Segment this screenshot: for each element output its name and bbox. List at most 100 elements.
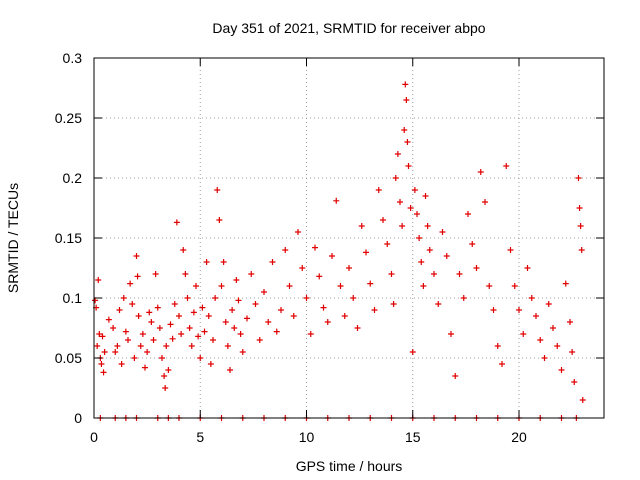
data-point: [278, 307, 284, 313]
data-point: [312, 244, 318, 251]
y-tick-label: 0.05: [55, 350, 82, 366]
data-point: [439, 229, 446, 235]
data-point: [235, 297, 242, 304]
data-point: [193, 283, 199, 289]
data-point: [169, 335, 176, 342]
data-point: [282, 247, 289, 253]
data-point: [152, 271, 159, 277]
data-point: [98, 361, 105, 367]
data-point: [239, 349, 246, 355]
data-point: [167, 321, 174, 328]
data-point: [579, 397, 586, 403]
data-point: [473, 265, 480, 271]
data-point: [190, 309, 197, 316]
data-point: [120, 295, 127, 301]
data-point: [195, 333, 202, 340]
data-point: [256, 337, 263, 343]
data-point: [162, 385, 169, 391]
data-point: [105, 316, 112, 323]
data-point: [135, 313, 142, 319]
data-point: [367, 280, 374, 287]
data-point: [184, 295, 191, 301]
data-point: [414, 211, 420, 217]
data-point: [218, 283, 225, 289]
data-point: [401, 127, 408, 133]
data-point: [550, 325, 556, 331]
data-point: [165, 367, 172, 373]
data-points: [92, 81, 586, 421]
data-point: [569, 349, 576, 355]
x-tick-label: 0: [90, 429, 98, 445]
data-point: [452, 373, 459, 379]
data-point: [404, 139, 411, 145]
data-point: [299, 265, 306, 271]
data-point: [99, 333, 106, 340]
axis-ticks: 0 0.05 0.1 0.15 0.2 0.25 0.3 0 5 10 15 20: [55, 50, 604, 445]
data-point: [567, 319, 573, 325]
data-point: [265, 319, 272, 325]
data-point: [541, 355, 548, 361]
data-point: [407, 205, 414, 211]
x-tick-label: 10: [299, 429, 315, 445]
data-point: [350, 295, 357, 301]
data-point: [144, 349, 151, 355]
data-point: [388, 271, 395, 277]
x-tick-label: 15: [405, 429, 421, 445]
data-point: [578, 247, 585, 253]
data-point: [520, 331, 527, 337]
data-point: [146, 309, 153, 316]
data-point: [422, 193, 429, 199]
data-point: [133, 253, 140, 259]
data-point: [127, 280, 134, 287]
data-point: [96, 331, 103, 337]
y-axis-label: SRMTID / TECUs: [5, 183, 21, 293]
data-point: [134, 273, 141, 280]
data-point: [197, 355, 204, 361]
data-point: [486, 283, 493, 289]
y-tick-label: 0: [74, 410, 82, 426]
data-point: [399, 223, 406, 229]
data-point: [201, 328, 208, 335]
data-point: [212, 295, 219, 301]
data-point: [524, 265, 531, 271]
data-point: [220, 259, 227, 265]
data-point: [216, 217, 223, 223]
data-point: [390, 301, 397, 307]
data-point: [371, 307, 378, 313]
data-point: [150, 337, 157, 343]
data-point: [100, 369, 107, 376]
data-point: [320, 304, 327, 311]
data-point: [224, 343, 231, 349]
data-point: [95, 277, 102, 283]
data-point: [511, 283, 518, 289]
data-point: [188, 343, 195, 349]
data-point: [545, 301, 552, 307]
data-point: [405, 163, 412, 169]
data-point: [137, 343, 144, 349]
data-point: [392, 175, 399, 181]
data-point: [199, 304, 206, 311]
data-point: [499, 361, 505, 367]
y-tick-label: 0.3: [63, 50, 83, 66]
data-point: [110, 325, 117, 331]
data-point: [94, 343, 101, 349]
data-point: [571, 379, 578, 385]
data-point: [537, 337, 544, 343]
data-point: [163, 343, 170, 349]
data-point: [286, 283, 293, 289]
data-point: [411, 187, 418, 193]
data-point: [416, 235, 423, 241]
data-point: [403, 97, 410, 103]
data-point: [409, 349, 416, 355]
data-point: [426, 247, 433, 253]
data-point: [178, 331, 185, 337]
data-point: [142, 364, 148, 371]
data-point: [477, 169, 484, 175]
chart-title: Day 351 of 2021, SRMTID for receiver abp…: [212, 20, 485, 36]
data-point: [252, 301, 259, 307]
data-point: [214, 187, 221, 193]
data-point: [443, 253, 450, 259]
data-point: [420, 283, 427, 289]
data-point: [154, 304, 161, 311]
